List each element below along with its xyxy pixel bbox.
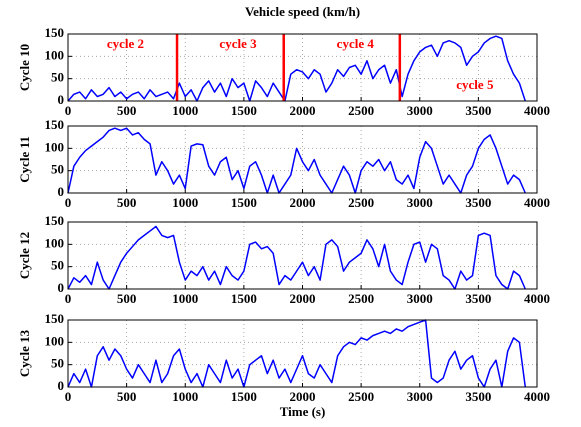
- x-tick-label: 2500: [348, 389, 374, 404]
- y-axis-label: Cycle 12: [17, 232, 32, 279]
- x-tick-label: 3500: [465, 195, 491, 210]
- y-tick-label: 150: [45, 117, 65, 132]
- plot-frame: [67, 319, 538, 388]
- x-tick-label: 500: [117, 389, 137, 404]
- annotation: cycle 4: [337, 36, 375, 51]
- y-axis-label: Cycle 10: [17, 44, 32, 91]
- x-tick-label: 3500: [465, 103, 491, 118]
- y-tick-label: 150: [45, 311, 65, 326]
- x-tick-label: 3000: [407, 195, 433, 210]
- x-tick-label: 2000: [290, 103, 316, 118]
- y-tick-label: 0: [58, 280, 65, 295]
- x-tick-label: 4000: [524, 291, 550, 306]
- x-tick-label: 0: [65, 195, 72, 210]
- x-tick-label: 3000: [407, 103, 433, 118]
- speed-line: [67, 225, 526, 290]
- y-tick-label: 100: [45, 139, 65, 154]
- x-tick-label: 2000: [290, 389, 316, 404]
- x-tick-label: 2000: [290, 291, 316, 306]
- x-tick-label: 3000: [407, 291, 433, 306]
- x-tick-label: 4000: [524, 103, 550, 118]
- y-tick-label: 0: [58, 378, 65, 393]
- y-tick-label: 50: [51, 162, 64, 177]
- x-tick-label: 3500: [465, 389, 491, 404]
- x-tick-label: 1000: [172, 389, 198, 404]
- y-axis-label: Cycle 13: [17, 329, 32, 377]
- x-tick-label: 1000: [172, 195, 198, 210]
- x-tick-label: 500: [117, 291, 137, 306]
- plot-frame: [67, 125, 538, 194]
- y-tick-label: 100: [45, 47, 65, 62]
- x-tick-label: 2500: [348, 103, 374, 118]
- x-tick-label: 500: [117, 103, 137, 118]
- y-axis-label: Cycle 11: [17, 136, 32, 183]
- x-tick-label: 0: [65, 103, 72, 118]
- x-tick-label: 1000: [172, 291, 198, 306]
- x-axis-label: Time (s): [280, 404, 326, 419]
- speed-line: [67, 35, 526, 102]
- x-tick-label: 2500: [348, 195, 374, 210]
- y-tick-label: 50: [51, 356, 64, 371]
- annotation: cycle 3: [219, 36, 257, 51]
- x-tick-label: 2500: [348, 291, 374, 306]
- annotation: cycle 2: [107, 36, 144, 51]
- chart-title: Vehicle speed (km/h): [245, 4, 360, 19]
- y-tick-label: 150: [45, 25, 65, 40]
- x-tick-label: 3000: [407, 389, 433, 404]
- y-tick-label: 0: [58, 92, 65, 107]
- plot-frame: [67, 33, 538, 102]
- y-tick-label: 100: [45, 235, 65, 250]
- y-tick-label: 150: [45, 213, 65, 228]
- x-tick-label: 1500: [231, 389, 257, 404]
- y-tick-label: 50: [51, 258, 64, 273]
- x-tick-label: 2000: [290, 195, 316, 210]
- speed-line: [67, 319, 527, 388]
- speed-line: [67, 127, 526, 194]
- x-tick-label: 1000: [172, 103, 198, 118]
- x-tick-label: 0: [65, 389, 72, 404]
- x-tick-label: 1500: [231, 291, 257, 306]
- x-tick-label: 4000: [524, 389, 550, 404]
- x-tick-label: 3500: [465, 291, 491, 306]
- x-tick-label: 1500: [231, 103, 257, 118]
- plot-frame: [67, 221, 538, 290]
- y-tick-label: 50: [51, 70, 64, 85]
- x-tick-label: 500: [117, 195, 137, 210]
- y-tick-label: 100: [45, 333, 65, 348]
- x-tick-label: 0: [65, 291, 72, 306]
- x-tick-label: 1500: [231, 195, 257, 210]
- y-tick-label: 0: [58, 184, 65, 199]
- annotation: cycle 5: [456, 77, 494, 92]
- x-tick-label: 4000: [524, 195, 550, 210]
